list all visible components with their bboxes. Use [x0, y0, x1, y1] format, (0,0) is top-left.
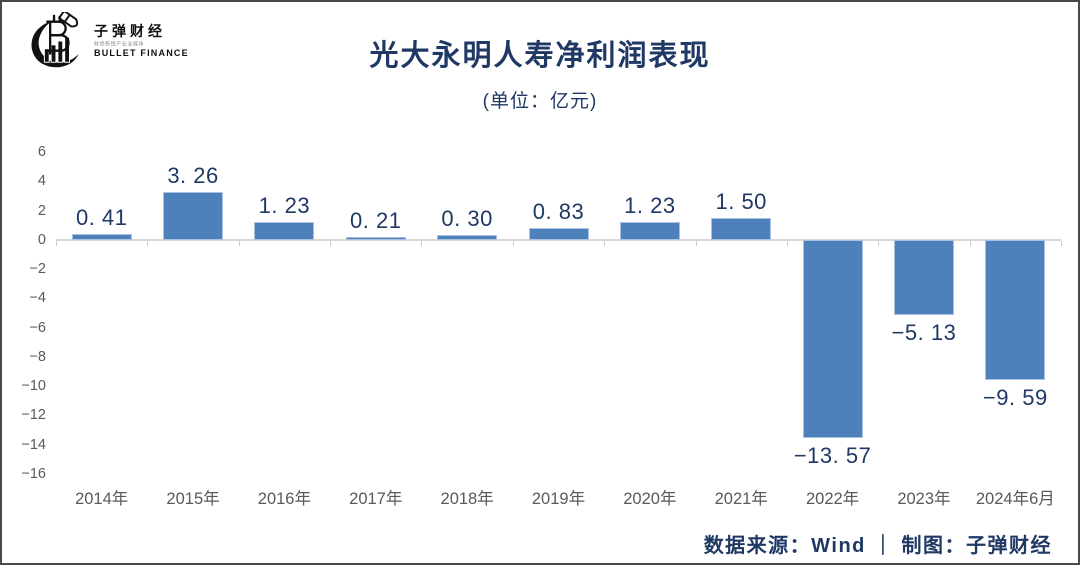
x-axis-tick [604, 240, 606, 246]
bar-value-label: 1. 23 [624, 192, 676, 218]
chart-title: 光大永明人寿净利润表现 [369, 40, 711, 72]
x-axis-tick [1061, 240, 1062, 246]
x-axis-category-label: 2023年 [897, 490, 951, 508]
bar-value-label: −9. 59 [982, 385, 1048, 411]
x-axis-tick [56, 240, 57, 246]
bar-value-label: 0. 41 [75, 204, 128, 230]
x-axis-line [56, 238, 1061, 241]
y-axis-tick-label: 0 [37, 231, 46, 248]
x-axis-category-label: 2021年 [714, 490, 768, 508]
bullet-finance-logo: 子弹财经 财经新锐产业全媒体 BULLET FINANCE [24, 12, 189, 70]
logo-text: 子弹财经 财经新锐产业全媒体 BULLET FINANCE [94, 23, 189, 59]
chart-unit-subtitle: (单位：亿元) [482, 91, 598, 112]
y-axis-tick-label: −12 [21, 407, 46, 424]
y-axis-tick-label: −6 [29, 319, 46, 336]
y-axis-tick-label: −4 [29, 290, 46, 307]
x-axis-tick [330, 240, 332, 246]
bullet-logo-icon [31, 12, 79, 68]
logo-brand-en: BULLET FINANCE [94, 48, 189, 59]
x-axis-tick [512, 240, 514, 246]
y-axis-tick-label: 4 [37, 173, 46, 190]
x-axis-tick [147, 240, 149, 246]
bar-2019年 [528, 227, 589, 240]
bar-2021年 [711, 217, 772, 240]
bar-value-label: 0. 83 [532, 198, 585, 224]
x-axis-tick [421, 240, 423, 246]
bar-2016年 [254, 221, 315, 240]
x-axis-tick [786, 240, 788, 246]
x-axis-tick [878, 240, 880, 246]
bar-2024年6月 [985, 239, 1046, 381]
x-axis-tick [695, 240, 697, 246]
x-axis-category-label: 2014年 [75, 490, 129, 508]
bar-value-label: −5. 13 [891, 319, 957, 345]
logo-brand-cn: 子弹财经 [94, 22, 166, 39]
x-axis-category-label: 2019年 [531, 490, 586, 508]
y-axis-tick-label: −16 [21, 466, 46, 482]
y-axis-tick-label: 6 [37, 144, 46, 160]
y-axis-tick-label: −10 [21, 378, 46, 395]
bar-2020年 [619, 221, 680, 240]
x-axis-tick [238, 240, 240, 246]
y-axis-tick-label: −8 [29, 348, 46, 365]
x-axis-category-label: 2018年 [440, 490, 494, 508]
x-axis-category-label: 2020年 [623, 490, 677, 508]
logo-tagline: 财经新锐产业全媒体 [94, 40, 145, 47]
y-axis-tick-label: 2 [37, 202, 46, 219]
x-axis-tick [969, 240, 971, 246]
net-profit-bar-chart: 6 4 2 0 −2 −4 −6 −8 −10 −12 −14 −16 0. 41 2014年 3. 26 2… [21, 145, 1062, 508]
bar-2015年 [163, 192, 224, 240]
bar-2017年 [345, 236, 406, 240]
y-axis-tick-label: −14 [21, 436, 46, 453]
bar-2014年 [71, 233, 132, 240]
bar-value-label: 0. 21 [350, 207, 402, 233]
x-axis-category-label: 2015年 [166, 490, 220, 508]
bar-2023年 [893, 239, 954, 315]
y-axis-tick-label: −2 [29, 261, 46, 278]
bar-value-label: 1. 23 [258, 192, 311, 218]
bar-2022年 [802, 239, 863, 439]
bar-2018年 [437, 235, 498, 240]
bar-value-label: 1. 50 [715, 188, 767, 214]
x-axis-category-label: 2024年6月 [975, 490, 1055, 508]
x-axis-category-label: 2016年 [257, 490, 311, 508]
x-axis-category-label: 2022年 [805, 490, 860, 508]
source-credit-line: 数据来源：Wind ｜ 制图：子弹财经 [703, 535, 1052, 557]
x-axis-category-label: 2017年 [349, 490, 403, 508]
bar-value-label: 0. 30 [441, 206, 493, 232]
bar-value-label: −13. 57 [793, 443, 872, 469]
bar-value-label: 3. 26 [167, 163, 219, 189]
